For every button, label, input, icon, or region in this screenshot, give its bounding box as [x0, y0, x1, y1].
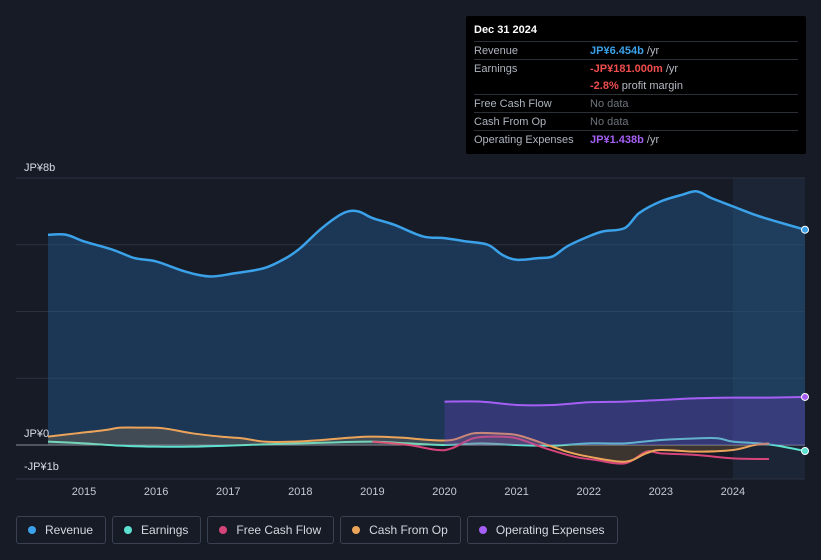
tooltip-row: Earnings -JP¥181.000m /yr — [474, 59, 798, 77]
cash-from-op-line — [47, 426, 770, 463]
x-tick-label: 2024 — [721, 486, 745, 498]
tooltip-row-value: No data — [590, 115, 629, 128]
x-tick-label: 2022 — [576, 486, 600, 498]
tooltip-row: Free Cash Flow No data — [474, 94, 798, 112]
y-tick-label: -JP¥1b — [24, 461, 59, 473]
x-tick-label: 2020 — [432, 486, 456, 498]
tooltip-row: Operating Expenses JP¥1.438b /yr — [474, 130, 798, 148]
legend-item-operating-expenses[interactable]: Operating Expenses — [466, 516, 618, 544]
tooltip-row-value: -2.8% profit margin — [590, 79, 683, 92]
revenue-end-marker — [801, 225, 809, 234]
data-tooltip: Dec 31 2024 Revenue JP¥6.454b /yr Earnings… — [466, 16, 806, 154]
free-cash-flow-line — [372, 435, 769, 465]
revenue-line — [47, 190, 806, 278]
legend-dot-icon — [219, 526, 228, 534]
legend-label: Earnings — [141, 523, 189, 537]
tooltip-row-value: JP¥1.438b /yr — [590, 133, 660, 146]
y-tick-label: JP¥8b — [24, 162, 55, 174]
tooltip-row-label: Earnings — [474, 62, 518, 75]
legend-item-cash-from-op[interactable]: Cash From Op — [340, 516, 461, 544]
legend: Revenue Earnings Free Cash Flow Cash From O… — [16, 516, 618, 544]
legend-label: Revenue — [45, 523, 94, 537]
tooltip-row: -2.8% profit margin — [474, 77, 798, 94]
x-tick-label: 2016 — [144, 486, 168, 498]
x-tick-label: 2019 — [360, 486, 384, 498]
operating-expenses-line — [444, 395, 806, 407]
x-tick-label: 2018 — [288, 486, 312, 498]
tooltip-row-value: No data — [590, 97, 629, 110]
tooltip-row-value: JP¥6.454b /yr — [590, 44, 660, 57]
tooltip-row-label: Operating Expenses — [474, 133, 574, 146]
x-tick-label: 2015 — [72, 486, 96, 498]
tooltip-row-label: Revenue — [474, 44, 519, 57]
tooltip-date: Dec 31 2024 — [474, 24, 537, 36]
tooltip-row: Cash From Op No data — [474, 112, 798, 130]
legend-label: Free Cash Flow — [236, 523, 322, 537]
earnings-line — [47, 437, 806, 452]
legend-item-revenue[interactable]: Revenue — [16, 516, 107, 544]
x-tick-label: 2021 — [504, 486, 528, 498]
legend-dot-icon — [28, 526, 36, 534]
operating-expenses-area — [444, 396, 805, 445]
tooltip-row-label: Cash From Op — [474, 115, 547, 128]
operating-expenses-end-marker — [801, 392, 809, 401]
x-tick-label: 2023 — [649, 486, 673, 498]
legend-item-free-cash-flow[interactable]: Free Cash Flow — [207, 516, 335, 544]
revenue-area — [48, 191, 805, 445]
x-tick-label: 2017 — [216, 486, 240, 498]
legend-item-earnings[interactable]: Earnings — [112, 516, 202, 544]
tooltip-row: Revenue JP¥6.454b /yr — [474, 41, 798, 59]
earnings-end-marker — [801, 447, 809, 456]
y-tick-label: JP¥0 — [24, 428, 49, 440]
highlight-region — [732, 178, 805, 479]
legend-dot-icon — [478, 526, 487, 534]
tooltip-row-label: Free Cash Flow — [474, 97, 552, 110]
legend-label: Operating Expenses — [495, 523, 605, 537]
legend-label: Cash From Op — [369, 523, 448, 537]
cash-from-op-area — [48, 427, 769, 462]
legend-dot-icon — [352, 526, 361, 534]
legend-dot-icon — [124, 526, 133, 534]
tooltip-row-value: -JP¥181.000m /yr — [590, 62, 679, 75]
